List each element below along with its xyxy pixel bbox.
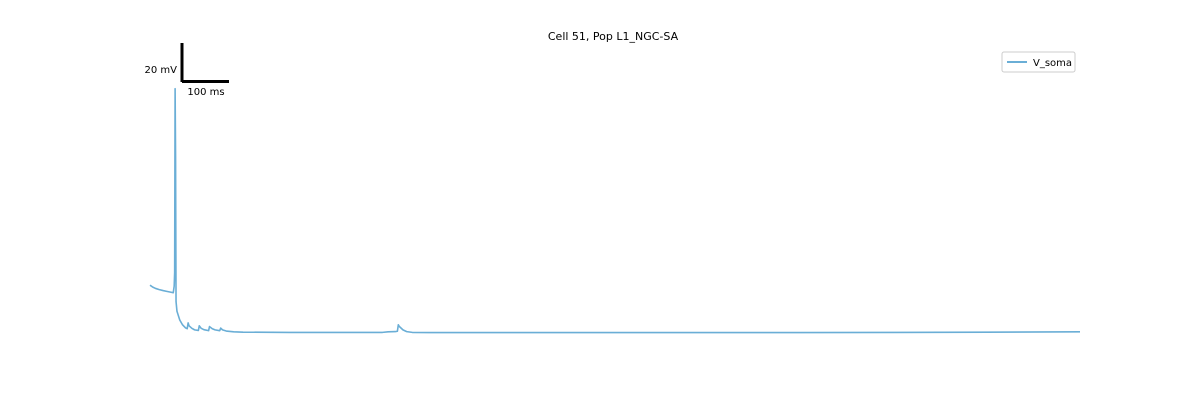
legend: V_soma: [1001, 51, 1076, 73]
scale-bar-x-label: 100 ms: [187, 87, 224, 98]
scale-bar-y-label: 20 mV: [145, 65, 178, 76]
plot-area: [149, 87, 1081, 334]
series-line-v-soma: [149, 87, 1081, 334]
chart-title: Cell 51, Pop L1_NGC-SA: [548, 30, 679, 43]
legend-label-v-soma: V_soma: [1033, 58, 1072, 69]
scale-bar: 20 mV 100 ms: [145, 43, 229, 98]
legend-box: [1001, 51, 1076, 73]
